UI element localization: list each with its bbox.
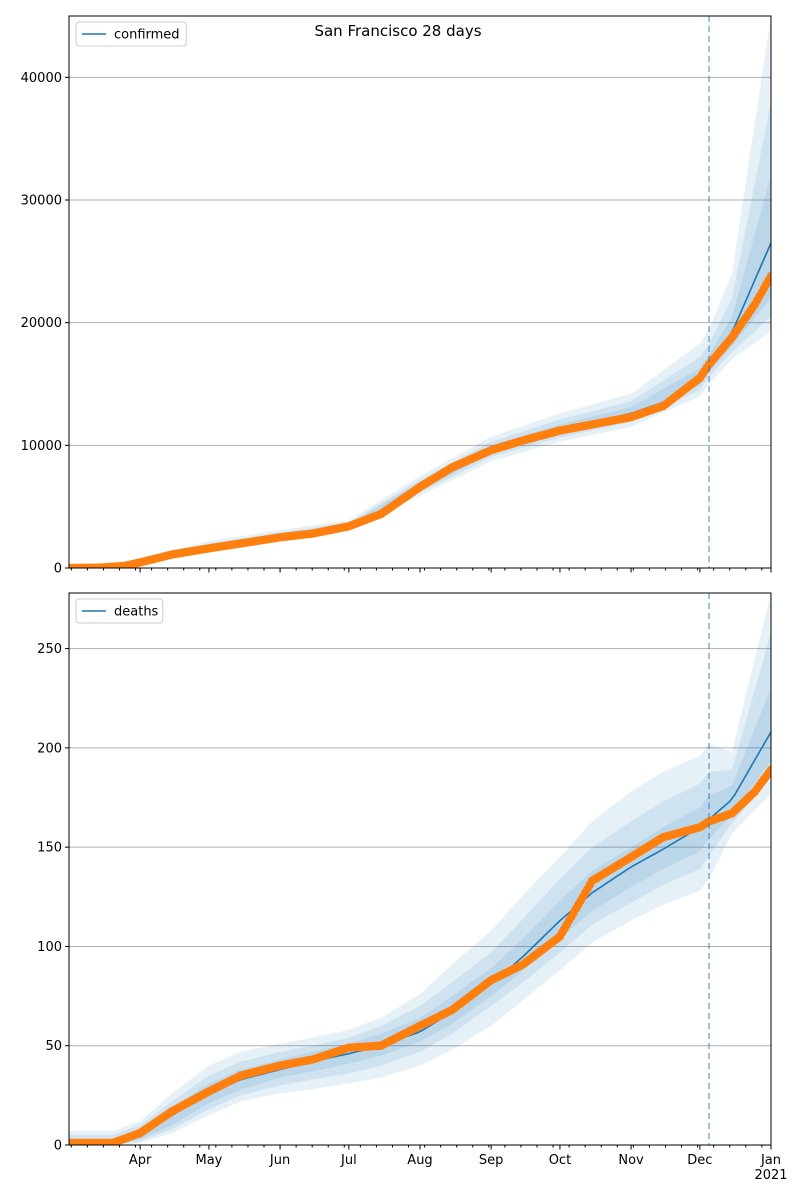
uncertainty-band [69,688,771,1145]
x-tick-label-line: Jan [760,1153,781,1168]
x-tick-label-line: Nov [618,1153,644,1168]
uncertainty-band [69,101,771,568]
x-tick-label: Apr [129,1153,152,1168]
y-tick-label: 250 [37,642,62,657]
x-tick-label: Dec [687,1153,712,1168]
x-tick-label: Jun [269,1153,290,1168]
y-tick-label: 100 [37,940,62,955]
x-tick-label: Jan 2021 [754,1153,787,1183]
x-tick-label-line: May [195,1153,222,1168]
legend-label: deaths [114,605,159,620]
x-tick-label-line: Dec [687,1153,712,1168]
x-tick-label: Aug [407,1153,432,1168]
y-tick-label: 20000 [21,316,62,331]
y-tick-label: 50 [45,1039,62,1054]
x-tick-label-line: 2021 [754,1168,787,1183]
x-tick-label-line: Apr [129,1153,152,1168]
x-tick-label: Oct [549,1153,571,1168]
deaths-panel: 0 50 100 150 200 250 Apr May Jun Jul Aug Sep Oct Nov D… [37,592,788,1183]
y-tick-label: 0 [54,1139,62,1154]
uncertainty-band [69,593,771,1145]
legend-box [75,21,187,47]
y-tick-label: 40000 [21,71,62,86]
x-tick-label: Sep [479,1153,504,1168]
uncertainty-band [69,632,771,1145]
y-tick-label: 200 [37,741,62,756]
y-tick-label: 30000 [21,194,62,209]
legend: deaths [75,598,164,624]
x-tick-label: May [195,1153,222,1168]
figure-title: San Francisco 28 days [314,22,481,40]
observed-point [766,271,771,281]
plot-area [69,16,771,568]
y-tick-label: 10000 [21,439,62,454]
uncertainty-band [69,16,771,568]
x-tick-label-line: Oct [549,1153,571,1168]
legend-label: confirmed [114,28,180,43]
x-tick-label-line: Aug [407,1153,432,1168]
x-tick-label: Jul [340,1153,357,1168]
legend: confirmed [75,21,187,47]
x-tick-label-line: Sep [479,1153,504,1168]
confirmed-panel: 0 10000 20000 30000 40000 confirmed [21,15,772,577]
x-tick-label-line: Jun [269,1153,290,1168]
x-tick-label-line: Jul [340,1153,357,1168]
y-tick-label: 0 [54,562,62,577]
y-tick-label: 150 [37,841,62,856]
legend-box [75,598,164,624]
observed-point [766,765,771,774]
plot-area [69,593,771,1145]
x-tick-label: Nov [618,1153,644,1168]
